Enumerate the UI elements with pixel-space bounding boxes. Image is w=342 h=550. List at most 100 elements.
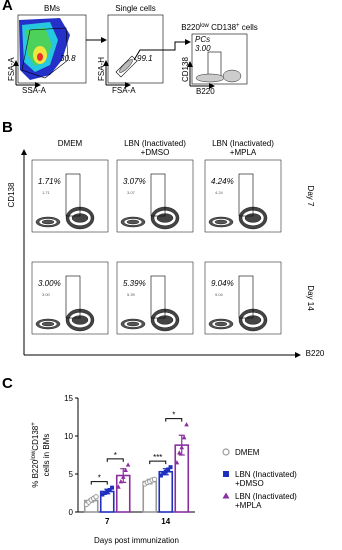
gate-value: 3.00: [195, 44, 211, 53]
y-axis-label: cells in BMs: [42, 434, 51, 477]
significance-label: *: [114, 451, 117, 460]
x-axis-label: FSA-A: [112, 86, 136, 95]
column-header: LBN (Inactivated): [124, 139, 186, 148]
column-header: +DMSO: [141, 148, 170, 157]
panel-label: A: [2, 0, 13, 14]
contour: [41, 321, 55, 327]
percentage: 1.71%: [38, 177, 61, 186]
percentage: 3.00%: [38, 279, 61, 288]
gate-name: PCs: [195, 35, 210, 44]
y-tick-label: 10: [64, 432, 73, 441]
gate-value: 99.1: [137, 54, 153, 63]
point: [125, 462, 131, 467]
contour: [41, 219, 55, 225]
column-header: +MPLA: [230, 148, 257, 157]
gate-value: 1.71: [42, 190, 51, 195]
gate: [65, 173, 81, 217]
gate-value: 5.39: [127, 292, 136, 297]
point: [118, 479, 124, 484]
plot-title-part: B220: [181, 23, 200, 32]
contour: [126, 321, 140, 327]
y-tick-label: 15: [64, 394, 73, 403]
plot-title-part: Single cells: [115, 4, 155, 13]
percentage: 5.39%: [123, 279, 146, 288]
point: [179, 444, 185, 450]
plot-title-part: cells: [240, 23, 258, 32]
x-axis-label: Days post immunization: [94, 536, 179, 545]
y-axis-label: CD138: [7, 182, 16, 207]
x-tick-label: 7: [105, 517, 110, 526]
panel-label: B: [2, 119, 13, 136]
plot-title: B220low CD138+ cells: [181, 23, 258, 32]
plot-title-part: BMs: [44, 4, 60, 13]
legend-label: DMEM: [235, 448, 260, 457]
point: [151, 476, 158, 483]
contour: [214, 219, 228, 225]
point: [116, 484, 121, 489]
plot-title: Single cells: [115, 4, 155, 13]
y-axis-label: FSA-A: [7, 57, 16, 81]
gate: [150, 275, 166, 319]
significance-label: *: [172, 411, 175, 420]
legend-marker: [222, 492, 230, 499]
plot-title-part: CD138: [209, 23, 237, 32]
row-label: Day 14: [306, 285, 315, 311]
row-label: Day 7: [306, 186, 315, 207]
y-axis-label-part: % B220: [31, 459, 40, 488]
column-header: LBN (Inactivated): [212, 139, 274, 148]
significance-label: *: [98, 474, 101, 483]
legend-marker: [222, 448, 230, 456]
y-axis-label: FSA-H: [97, 57, 106, 81]
x-axis-label: SSA-A: [22, 86, 47, 95]
legend-label: LBN (Inactivated) +DMSO: [235, 470, 297, 488]
arrow: [133, 39, 191, 61]
panel-label: C: [2, 375, 13, 392]
plot-title: BMs: [44, 4, 60, 13]
gate-value: 4.24: [215, 190, 224, 195]
significance-bracket: [90, 481, 108, 485]
point: [181, 435, 187, 440]
point: [174, 460, 180, 465]
point: [166, 467, 171, 472]
column-header: DMEM: [58, 139, 83, 148]
percentage: 3.07%: [123, 177, 146, 186]
point: [177, 450, 182, 455]
gate-value: 3.00: [42, 292, 51, 297]
y-axis-label-part: cells in BMs: [42, 434, 51, 477]
y-axis-label-part: +: [31, 422, 37, 426]
point: [158, 473, 163, 478]
density-plot: [17, 14, 87, 84]
pc-plot: [191, 33, 248, 85]
significance-bracket: [165, 418, 183, 422]
plot-title-part: low: [200, 23, 210, 29]
plot-title-part: +: [236, 23, 240, 29]
contour: [214, 321, 228, 327]
gate: [150, 173, 166, 217]
point: [184, 422, 189, 427]
point: [120, 474, 126, 479]
y-axis-label-part: low: [31, 450, 37, 460]
gate: [238, 173, 254, 217]
point: [161, 471, 166, 476]
y-axis-label: CD138: [181, 57, 190, 82]
bar: [158, 470, 174, 513]
y-tick-label: 5: [69, 470, 74, 479]
point: [163, 469, 168, 474]
significance-bracket: [106, 458, 124, 462]
x-tick-label: 14: [161, 517, 170, 526]
percentage: 4.24%: [211, 177, 234, 186]
significance-label: ***: [153, 453, 162, 462]
legend-marker: [223, 471, 229, 477]
point: [110, 485, 115, 490]
gate-value: 3.07: [127, 190, 136, 195]
x-axis-label: B220: [306, 349, 325, 358]
point: [100, 492, 105, 497]
gate-value: 30.8: [60, 54, 76, 63]
point: [168, 465, 173, 470]
y-tick-label: 0: [69, 508, 74, 517]
singlets-plot: [107, 14, 164, 84]
percentage: 9.04%: [211, 279, 234, 288]
contour: [126, 219, 140, 225]
point: [107, 487, 112, 492]
